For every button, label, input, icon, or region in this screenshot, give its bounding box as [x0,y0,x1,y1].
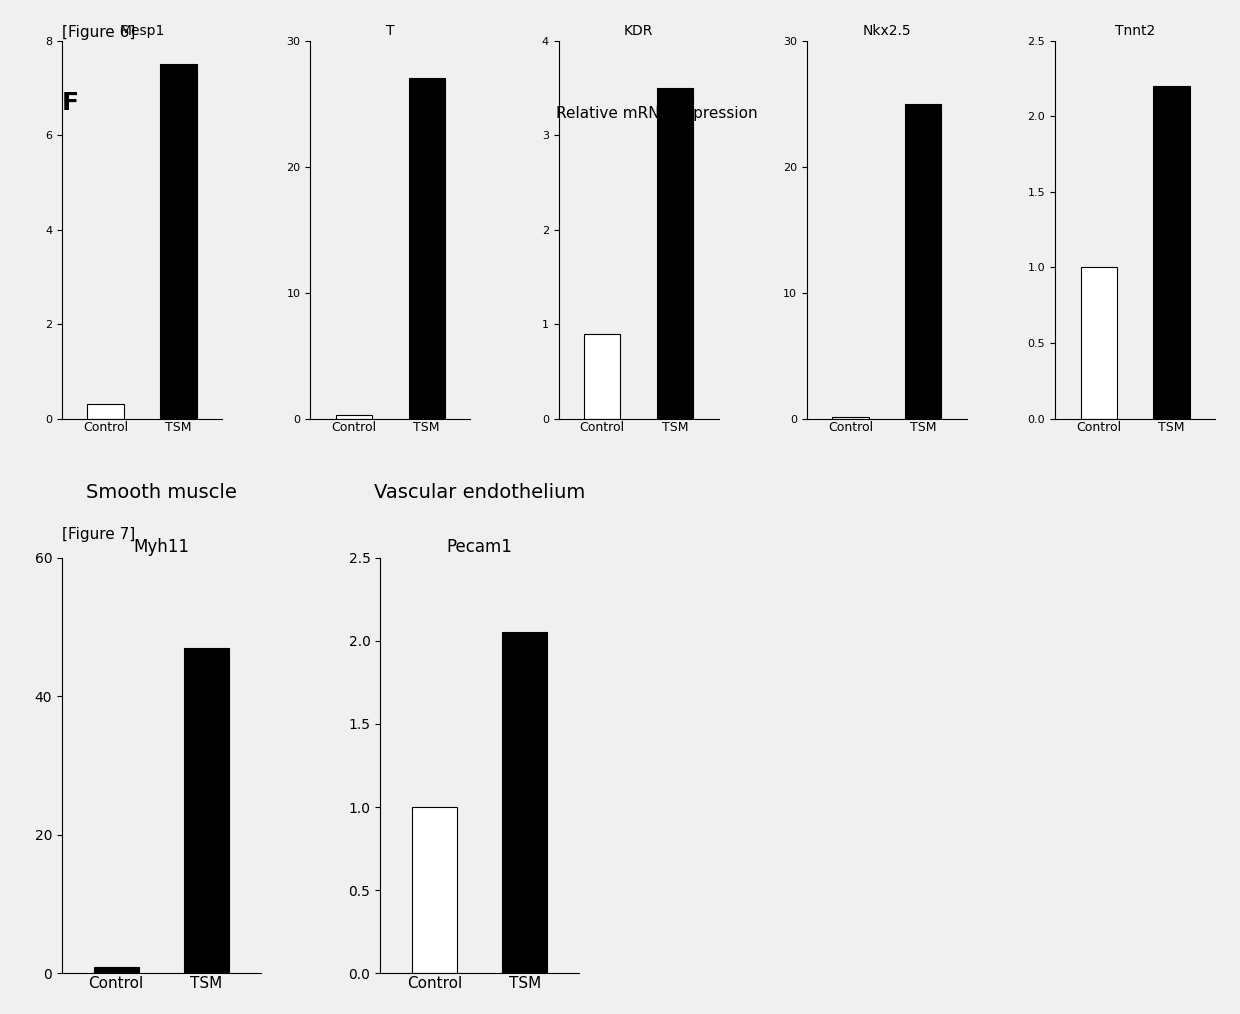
Bar [184,648,229,973]
Text: Relative mRNA expression: Relative mRNA expression [557,106,758,122]
Bar [584,334,620,419]
Title: Pecam1: Pecam1 [446,538,512,556]
Bar [160,64,197,419]
Bar [502,633,547,973]
Title: Nkx2.5: Nkx2.5 [863,24,911,38]
Text: Smooth muscle: Smooth muscle [86,483,237,502]
Bar [88,405,124,419]
Bar [412,807,458,973]
Title: T: T [386,24,394,38]
Text: [Figure 6]: [Figure 6] [62,25,135,41]
Text: F: F [62,91,79,116]
Title: Mesp1: Mesp1 [119,24,165,38]
Bar [1153,86,1189,419]
Bar [408,78,445,419]
Text: Vascular endothelium: Vascular endothelium [374,483,585,502]
Bar [94,966,139,973]
Bar [832,417,869,419]
Title: KDR: KDR [624,24,653,38]
Title: Myh11: Myh11 [134,538,190,556]
Text: [Figure 7]: [Figure 7] [62,527,135,542]
Bar [1080,268,1117,419]
Bar [657,88,693,419]
Bar [336,415,372,419]
Bar [905,103,941,419]
Title: Tnnt2: Tnnt2 [1115,24,1156,38]
